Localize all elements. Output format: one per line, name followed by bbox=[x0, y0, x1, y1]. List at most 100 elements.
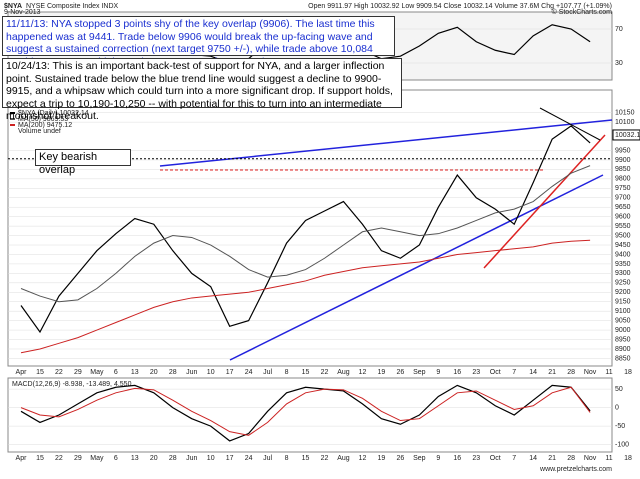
red-trend-line bbox=[483, 134, 606, 269]
x-tick-label: Jul bbox=[263, 369, 272, 376]
x-tick-label: 28 bbox=[567, 455, 575, 462]
y-tick-label: 9800 bbox=[615, 176, 631, 183]
x-tick-label: 29 bbox=[74, 369, 82, 376]
x-tick-label: 22 bbox=[321, 455, 329, 462]
y-tick-label: 9750 bbox=[615, 185, 631, 192]
x-tick-label: 19 bbox=[378, 455, 386, 462]
x-tick-label: 8 bbox=[285, 369, 289, 376]
last-price-label: 10032.14 bbox=[615, 132, 640, 139]
x-tick-label: 26 bbox=[397, 455, 405, 462]
macd-title: MACD(12,26,9) -8.938, -13.489, 4.550 bbox=[12, 381, 132, 388]
symbol: $NYA bbox=[4, 3, 22, 10]
x-tick-label: 10 bbox=[207, 369, 215, 376]
series-line bbox=[20, 384, 591, 442]
x-tick-label: Jun bbox=[186, 455, 197, 462]
x-tick-label: 11 bbox=[605, 369, 612, 376]
x-tick-label: 23 bbox=[472, 369, 480, 376]
x-tick-label: 20 bbox=[150, 369, 158, 376]
black-trend-line bbox=[539, 107, 601, 141]
x-tick-label: 26 bbox=[397, 369, 405, 376]
x-tick-label: 21 bbox=[548, 455, 556, 462]
x-tick-label: 7 bbox=[512, 369, 516, 376]
legend-label: MA(50) 9869.53 bbox=[18, 116, 68, 123]
date: 9-Nov-2013 bbox=[4, 9, 41, 16]
x-tick-label: May bbox=[90, 455, 104, 462]
x-tick-label: Aug bbox=[337, 369, 350, 376]
x-tick-label: Apr bbox=[16, 369, 28, 376]
y-tick-label: 9500 bbox=[615, 232, 631, 239]
footer: www.pretzelcharts.com bbox=[539, 466, 612, 473]
y-tick-label: 9550 bbox=[615, 223, 631, 230]
note-1: 11/11/13: NYA stopped 3 points shy of th… bbox=[2, 16, 395, 68]
x-tick-label: 28 bbox=[567, 369, 575, 376]
legend-swatch bbox=[10, 118, 15, 120]
y-tick-label: 9000 bbox=[615, 327, 631, 334]
x-tick-label: 20 bbox=[150, 455, 158, 462]
x-tick-label: 17 bbox=[226, 369, 234, 376]
y-tick-label: 9600 bbox=[615, 214, 631, 221]
x-tick-label: Sep bbox=[413, 369, 426, 376]
y-tick-label: 50 bbox=[615, 386, 623, 393]
x-tick-label: 8 bbox=[285, 455, 289, 462]
x-tick-label: 14 bbox=[529, 369, 537, 376]
x-tick-label: 22 bbox=[321, 369, 329, 376]
y-tick-label: 9350 bbox=[615, 261, 631, 268]
y-tick-label: 9450 bbox=[615, 242, 631, 249]
y-tick-label: 9700 bbox=[615, 195, 631, 202]
x-tick-label: 19 bbox=[378, 369, 386, 376]
y-tick-label: 9050 bbox=[615, 317, 631, 324]
last-price-box bbox=[612, 129, 640, 141]
macd-panel bbox=[7, 377, 613, 453]
y-tick-label: 9150 bbox=[615, 299, 631, 306]
x-tick-label: 12 bbox=[359, 369, 367, 376]
x-tick-label: 15 bbox=[36, 455, 44, 462]
legend-label: Volume undef bbox=[18, 128, 61, 135]
x-tick-label: 9 bbox=[436, 369, 440, 376]
x-tick-label: 28 bbox=[169, 455, 177, 462]
legend-label: MA(200) 9475.12 bbox=[18, 122, 72, 129]
y-tick-label: 9950 bbox=[615, 147, 631, 154]
x-tick-label: 7 bbox=[512, 455, 516, 462]
y-tick-label: 10100 bbox=[615, 119, 635, 126]
x-tick-label: 11 bbox=[605, 455, 612, 462]
quote: Open 9911.97 High 10032.92 Low 9909.54 C… bbox=[308, 3, 612, 10]
y-tick-label: 9100 bbox=[615, 308, 631, 315]
y-tick-label: 9850 bbox=[615, 166, 631, 173]
y-tick-label: 30 bbox=[615, 60, 623, 67]
x-tick-label: Sep bbox=[413, 455, 426, 462]
x-tick-label: May bbox=[90, 369, 104, 376]
y-tick-label: 8850 bbox=[615, 355, 631, 362]
key-overlap-label: Key bearish overlap bbox=[35, 149, 131, 176]
x-tick-label: Oct bbox=[490, 455, 501, 462]
legend-label: $NYA (Daily) 10032.14 bbox=[18, 110, 89, 117]
x-tick-label: Apr bbox=[16, 455, 28, 462]
y-tick-label: 9200 bbox=[615, 289, 631, 296]
y-tick-label: 8950 bbox=[615, 336, 631, 343]
x-tick-label: Aug bbox=[337, 455, 350, 462]
x-tick-label: 22 bbox=[55, 455, 63, 462]
series-line bbox=[20, 239, 591, 354]
x-tick-label: 14 bbox=[529, 455, 537, 462]
legend-swatch bbox=[10, 124, 15, 126]
x-tick-label: 12 bbox=[359, 455, 367, 462]
x-tick-label: 6 bbox=[114, 369, 118, 376]
upper-trend-line bbox=[159, 119, 613, 167]
y-tick-label: 70 bbox=[615, 26, 623, 33]
x-tick-label: 15 bbox=[302, 369, 310, 376]
legend-swatch bbox=[10, 112, 15, 114]
x-tick-label: 13 bbox=[131, 455, 139, 462]
x-tick-label: 15 bbox=[36, 369, 44, 376]
x-tick-label: 15 bbox=[302, 455, 310, 462]
x-tick-label: Jun bbox=[186, 369, 197, 376]
x-tick-label: 18 bbox=[624, 369, 632, 376]
y-tick-label: 10150 bbox=[615, 110, 635, 117]
x-tick-label: Nov bbox=[584, 369, 597, 376]
x-tick-label: 23 bbox=[472, 455, 480, 462]
x-tick-label: 13 bbox=[131, 369, 139, 376]
x-tick-label: Oct bbox=[490, 369, 501, 376]
y-tick-label: 9400 bbox=[615, 251, 631, 258]
series-line bbox=[20, 386, 591, 436]
series-line bbox=[20, 125, 591, 334]
x-tick-label: Jul bbox=[263, 455, 272, 462]
